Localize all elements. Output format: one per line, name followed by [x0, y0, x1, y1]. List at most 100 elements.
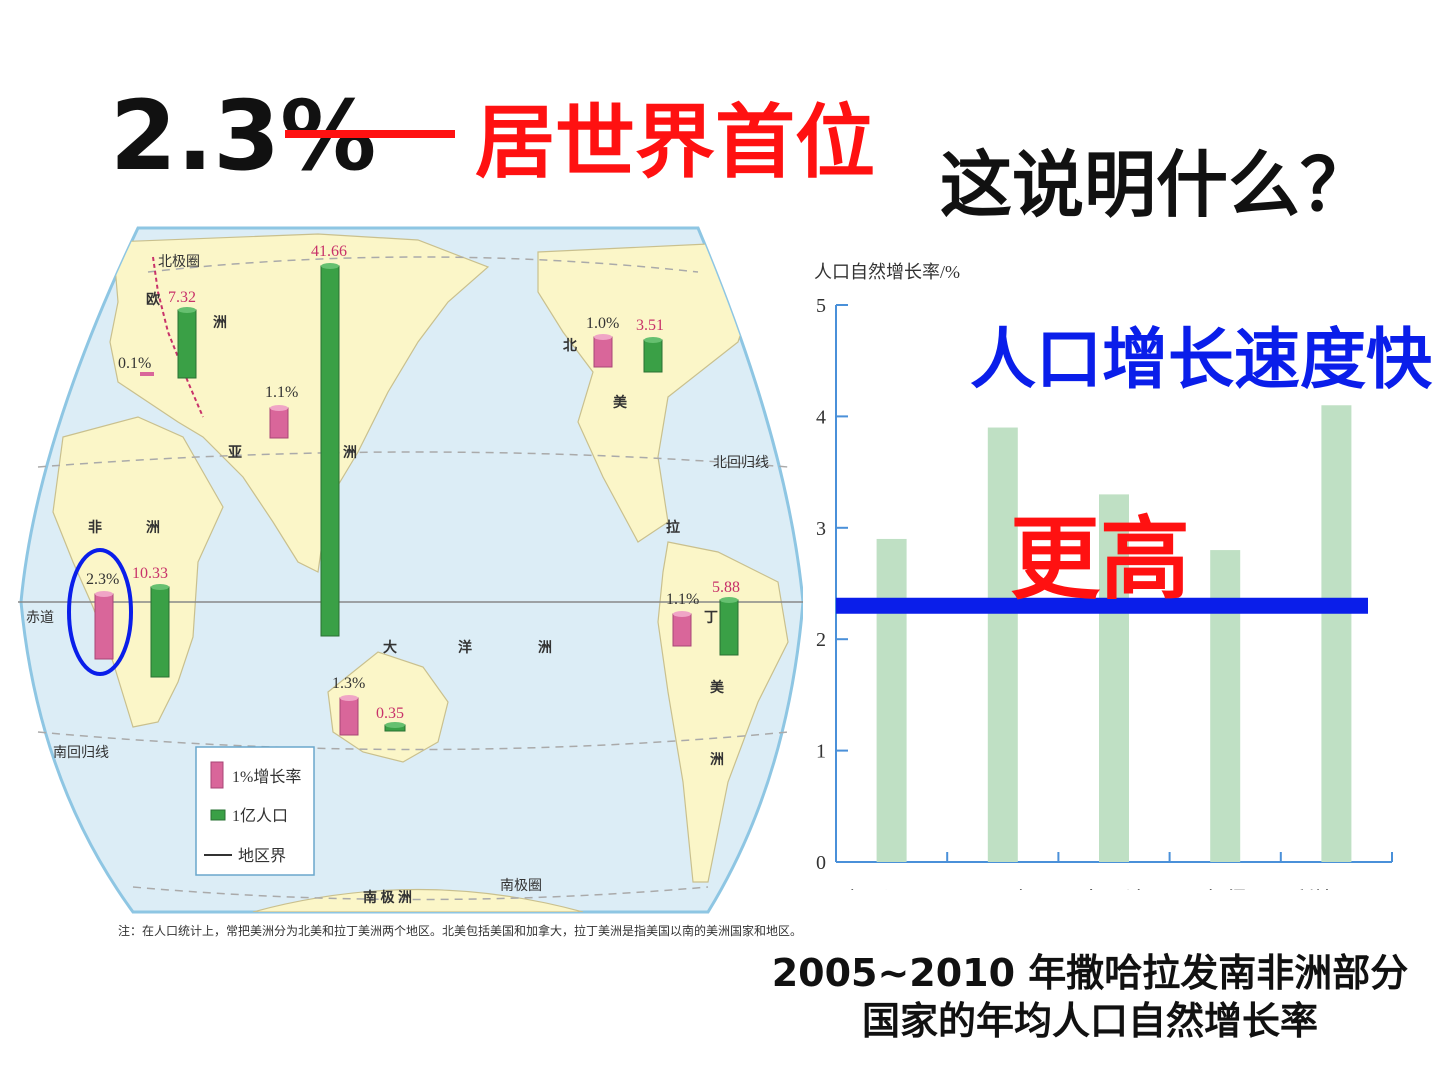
- legend-rate-label: 1%增长率: [232, 768, 301, 786]
- la-rate-value: 1.1%: [666, 591, 699, 608]
- asia-rate-cap: [270, 405, 288, 411]
- label-europe-1: 欧: [146, 291, 160, 308]
- label-africa-1: 非: [88, 519, 102, 536]
- oceania-rate-bar: [339, 697, 359, 736]
- tropic-cancer-label: 北回归线: [713, 454, 769, 471]
- la-rate-cap: [673, 611, 691, 617]
- arctic-circle-line: [147, 256, 699, 273]
- oceania-pop-cap: [385, 722, 405, 728]
- y-tick-label: 2: [816, 629, 826, 651]
- label-la-2: 丁: [704, 611, 718, 626]
- land-antarctica: [252, 888, 584, 912]
- overlay-higher: 更高: [1010, 507, 1190, 612]
- na-rate-cap: [594, 334, 612, 340]
- y-tick-label: 1: [816, 741, 826, 763]
- chart-ylabel: 人口自然增长率/%: [814, 262, 960, 282]
- label-la-4: 洲: [710, 752, 724, 768]
- legend-pop-swatch: [210, 809, 226, 821]
- na-pop-bar: [643, 339, 663, 373]
- chart-category-labels: 坦桑尼亚 尼日尔 乌干达 乍得 利比里亚: [848, 888, 1381, 890]
- legend-pop-label: 1亿人口: [232, 807, 288, 825]
- y-tick-label: 5: [816, 295, 826, 317]
- y-tick-label: 3: [816, 518, 826, 540]
- headline-rank: 居世界首位: [475, 96, 875, 189]
- label-antarctica: 南 极 洲: [363, 889, 412, 906]
- africa-rate-value: 2.3%: [86, 571, 119, 588]
- tropic-cancer-line: [37, 451, 789, 468]
- europe-pop-cap: [178, 307, 196, 313]
- oceania-rate-cap: [340, 695, 358, 701]
- bar: [876, 538, 907, 862]
- na-pop-value: 3.51: [636, 317, 664, 334]
- tropic-capricorn-line: [37, 731, 789, 751]
- label-europe-2: 洲: [213, 315, 227, 331]
- africa-pop-value: 10.33: [132, 565, 168, 582]
- chart-caption-line2: 国家的年均人口自然增长率: [861, 999, 1318, 1043]
- chart-bars: [876, 405, 1352, 862]
- oceania-rate-value: 1.3%: [332, 675, 365, 692]
- x-tick-label: 利比里亚: [1292, 888, 1380, 890]
- africa-rate-cap: [95, 591, 113, 597]
- label-na-2: 美: [613, 394, 628, 411]
- label-la-3: 美: [710, 679, 725, 696]
- label-la-1: 拉: [666, 519, 680, 536]
- label-africa-2: 洲: [146, 520, 160, 536]
- chart-caption-line1: 2005~2010 年撒哈拉发南非洲部分: [771, 951, 1409, 995]
- africa-pop-bar: [150, 586, 170, 678]
- asia-rate-value: 1.1%: [265, 384, 298, 401]
- x-tick-label: 尼日尔: [970, 888, 1036, 890]
- tropic-capricorn-label: 南回归线: [53, 744, 109, 761]
- label-na-1: 北: [563, 338, 577, 354]
- x-tick-label: 乍得: [1203, 888, 1247, 890]
- europe-rate-bar: [140, 372, 154, 376]
- land-europe-asia: [109, 233, 490, 573]
- label-oceania-2: 洋: [458, 639, 472, 656]
- na-rate-bar: [593, 336, 613, 368]
- equator-label: 赤道: [26, 610, 54, 626]
- la-pop-bar: [719, 599, 739, 656]
- na-pop-cap: [644, 337, 662, 343]
- asia-pop-value: 41.66: [311, 243, 347, 260]
- map-footnote: 注：在人口统计上，常把美洲分为北美和拉丁美洲两个地区。北美包括美国和加拿大，拉丁…: [118, 924, 803, 938]
- antarctic-circle-label: 南极圈: [500, 878, 542, 894]
- oceania-pop-value: 0.35: [376, 705, 404, 722]
- y-tick-label: 0: [816, 852, 826, 874]
- legend-border-label: 地区界: [238, 847, 286, 865]
- arctic-circle-label: 北极圈: [158, 254, 200, 270]
- question-text: 这说明什么？: [940, 143, 1373, 227]
- africa-rate-bar: [94, 593, 114, 660]
- bar: [1210, 550, 1241, 862]
- asia-pop-bar: [320, 265, 340, 637]
- antarctic-circle-line: [132, 886, 709, 901]
- asia-rate-bar: [269, 407, 289, 439]
- x-tick-label: 乌干达: [1081, 888, 1147, 890]
- africa-pop-cap: [151, 584, 169, 590]
- region-border: [152, 256, 204, 418]
- dash-divider: [285, 130, 455, 138]
- na-rate-value: 1.0%: [586, 315, 619, 332]
- overlay-growth-fast: 人口增长速度快: [970, 321, 1432, 398]
- label-oceania-1: 大: [383, 639, 397, 656]
- la-pop-value: 5.88: [712, 579, 740, 596]
- africa-highlight-circle: [67, 548, 133, 676]
- bar: [1099, 494, 1129, 862]
- asia-pop-cap: [321, 263, 339, 269]
- bar: [1321, 405, 1352, 862]
- label-asia-1: 亚: [228, 445, 242, 461]
- label-oceania-3: 洲: [538, 640, 552, 656]
- growth-rate-chart: 人口自然增长率/% 0 1 2 3 4 5 坦桑尼亚 尼日尔 乌干达 乍得 利比里亚: [814, 262, 1393, 890]
- label-asia-2: 洲: [343, 445, 357, 461]
- x-tick-label: 坦桑尼亚: [848, 888, 936, 890]
- y-tick-label: 4: [816, 406, 826, 428]
- map-legend: 1%增长率 1亿人口 地区界: [195, 746, 315, 876]
- population-cylinders: [150, 263, 739, 732]
- la-rate-bar: [672, 613, 692, 647]
- la-pop-cap: [720, 597, 738, 603]
- legend-rate-swatch: [210, 761, 224, 789]
- world-population-map: 北极圈 南极圈 北回归线 南回归线 赤道 欧 洲 亚 洲 非 洲 大 洋 洲 北…: [18, 226, 803, 914]
- europe-pop-value: 7.32: [168, 289, 196, 306]
- europe-pop-bar: [177, 309, 197, 379]
- growth-rate-cylinders: [94, 334, 692, 736]
- bar: [987, 427, 1018, 862]
- europe-rate-value: 0.1%: [118, 355, 151, 372]
